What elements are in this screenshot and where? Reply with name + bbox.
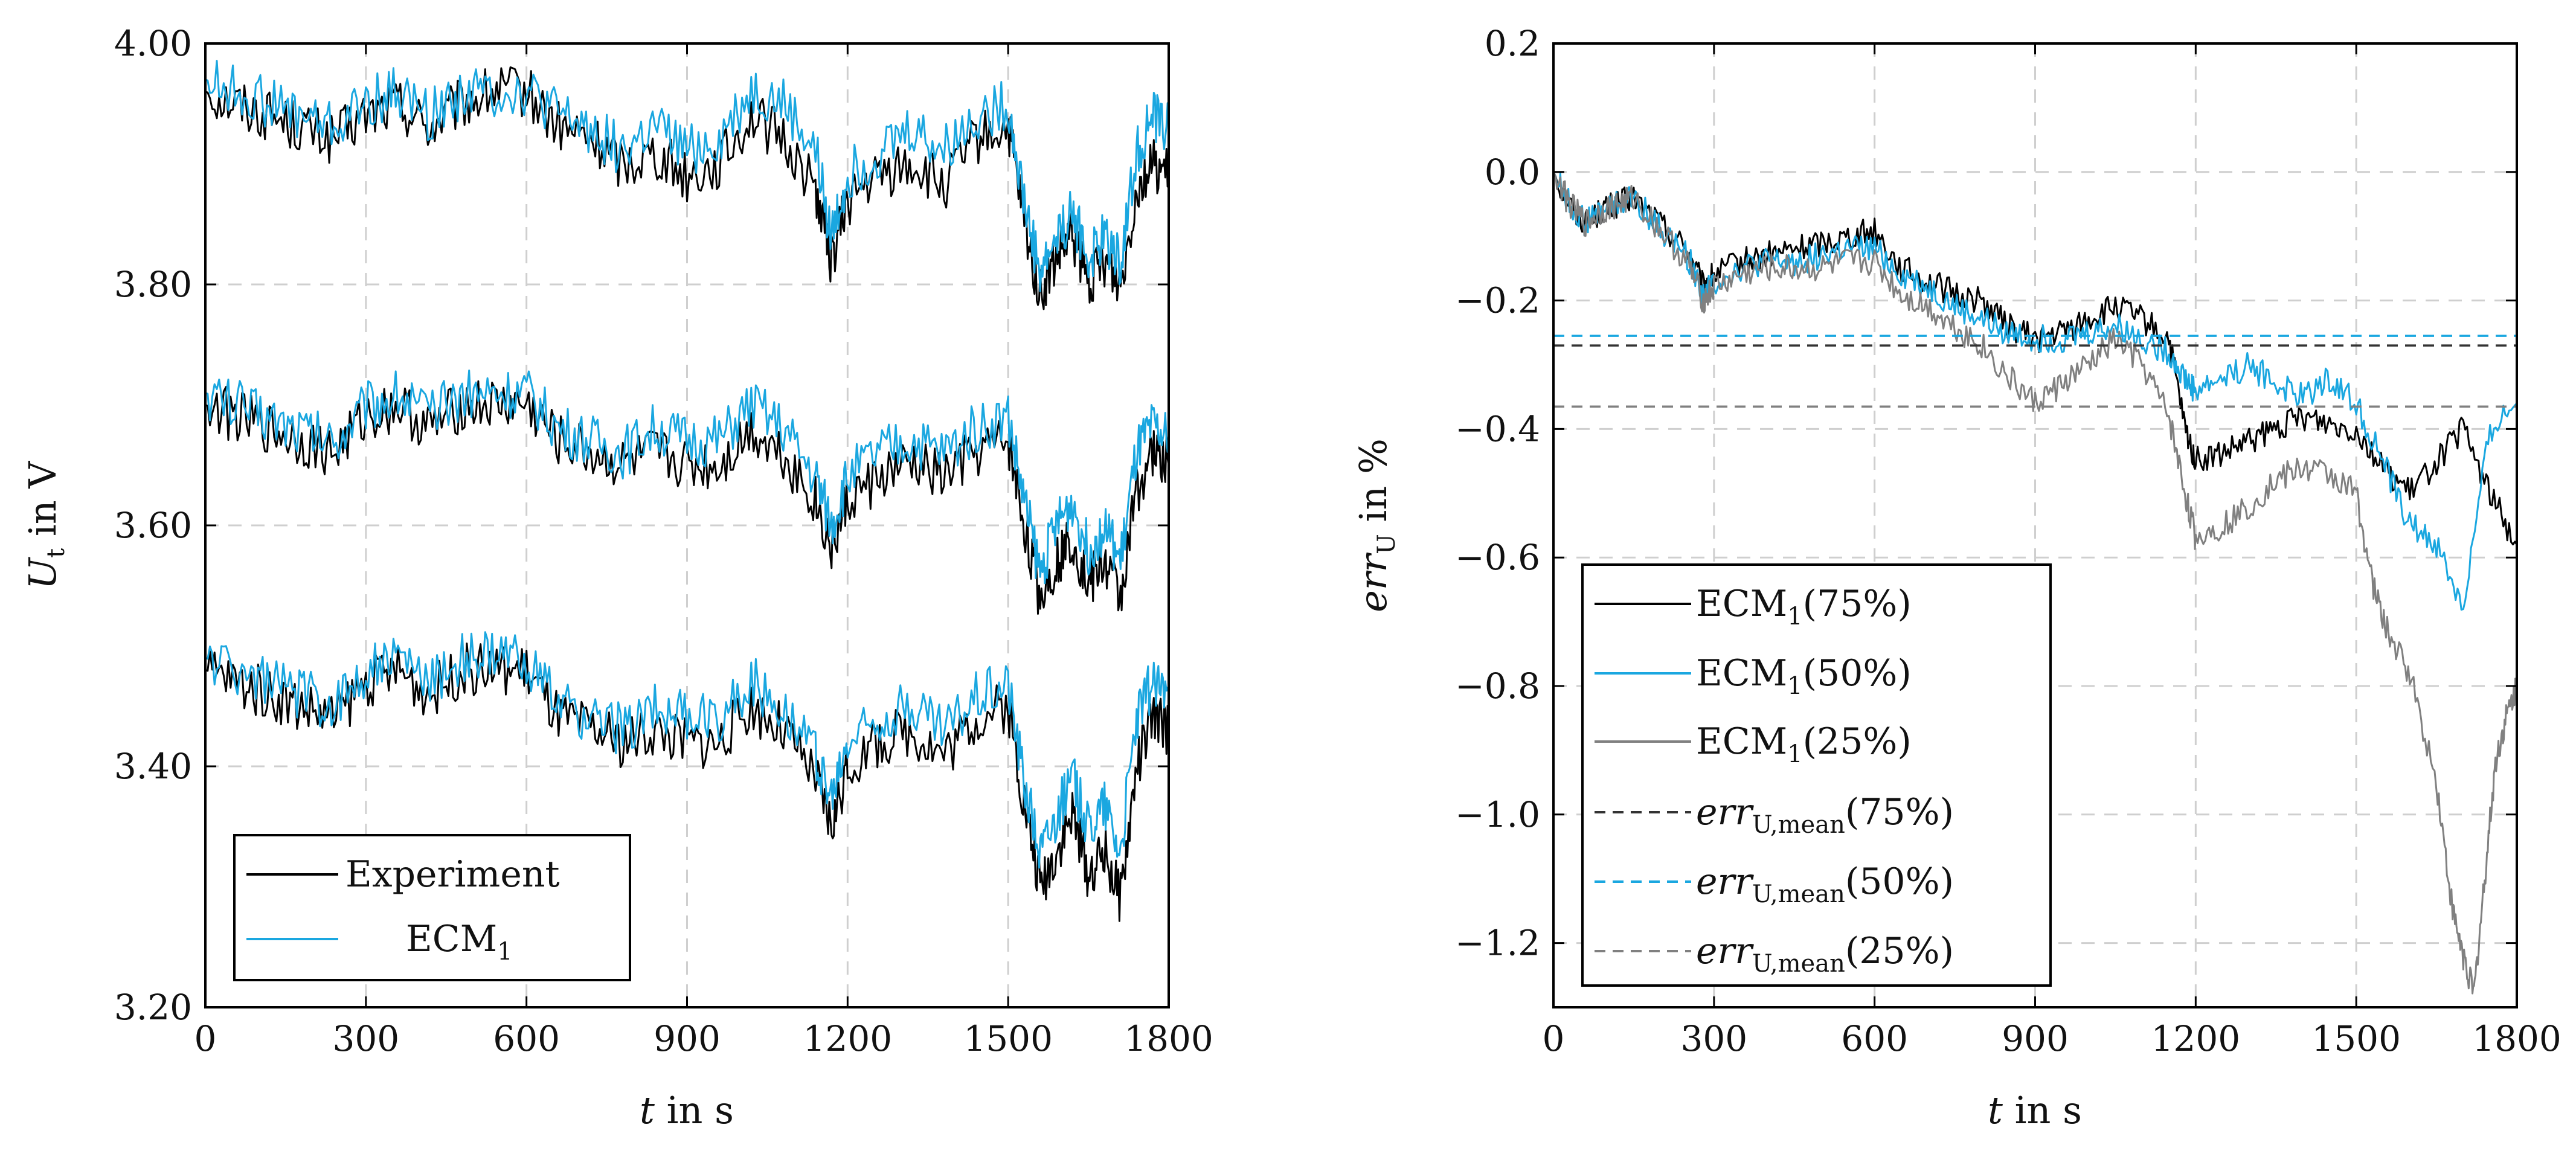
left-series-line	[205, 631, 1170, 869]
left-chart: 0 300 600 900 1200 1500 1800 3.20 3.40 3.60 3.80 4.…	[21, 23, 1213, 1132]
left-y-axis-label: Ut in V	[21, 461, 70, 590]
legend-label-ecm1-75: ECM1(75%)	[1696, 583, 1912, 630]
right-legend: ECM1(75%) ECM1(50%) ECM1(25%) errU,mean(…	[1581, 563, 2052, 987]
right-xtick-label: 1200	[2151, 1018, 2241, 1059]
legend-label-ecm1-25: ECM1(25%)	[1696, 720, 1912, 768]
right-series-line	[1552, 172, 2518, 611]
right-ytick-label: −0.6	[1455, 537, 1540, 578]
left-series-line	[205, 380, 1170, 615]
right-grid	[1553, 43, 2517, 1007]
legend-label-errmean-75: errU,mean(75%)	[1696, 791, 1954, 839]
left-x-axis-label: t in s	[640, 1088, 734, 1132]
right-xtick-label: 0	[1543, 1018, 1565, 1059]
right-xtick-label: 900	[2002, 1018, 2069, 1059]
right-ytick-label: 0.0	[1485, 152, 1540, 193]
right-legend-box	[1581, 563, 2052, 987]
legend-label-errmean-50: errU,mean(50%)	[1696, 861, 1954, 908]
left-legend-box	[233, 834, 631, 981]
right-ticks: 0 300 600 900 1200 1500 1800 0.2 0.0 −0.2 −0.4 −0.6…	[1455, 23, 2562, 1059]
left-ytick-label: 3.60	[114, 505, 192, 546]
legend-label-experiment: Experiment	[345, 853, 560, 896]
left-xtick-label: 1200	[803, 1018, 893, 1059]
left-ytick-label: 3.80	[114, 264, 192, 305]
right-chart: 0 300 600 900 1200 1500 1800 0.2 0.0 −0.2 −0.4 −0.6…	[1351, 23, 2562, 1132]
right-series-line	[1552, 172, 2518, 995]
left-ytick-label: 3.20	[114, 987, 192, 1028]
right-ytick-label: −1.2	[1455, 923, 1540, 964]
legend-label-ecm1-50: ECM1(50%)	[1696, 652, 1912, 700]
left-xtick-label: 1500	[963, 1018, 1053, 1059]
legend-label-ecm1: ECM1	[406, 918, 513, 966]
left-xtick-label: 300	[332, 1018, 399, 1059]
right-xtick-label: 600	[1841, 1018, 1908, 1059]
right-ytick-label: −1.0	[1455, 794, 1540, 835]
left-ytick-label: 4.00	[114, 23, 192, 64]
right-x-axis-label: t in s	[1988, 1088, 2082, 1132]
left-xtick-label: 1800	[1124, 1018, 1213, 1059]
left-series-line	[205, 60, 1170, 292]
right-xtick-label: 300	[1680, 1018, 1747, 1059]
right-ytick-label: −0.8	[1455, 665, 1540, 707]
right-xtick-label: 1800	[2472, 1018, 2562, 1059]
left-series-line	[205, 369, 1170, 585]
left-xtick-label: 0	[194, 1018, 217, 1059]
right-ytick-label: −0.4	[1455, 408, 1540, 449]
left-series	[205, 60, 1170, 922]
left-xtick-label: 600	[493, 1018, 560, 1059]
right-xtick-label: 1500	[2311, 1018, 2401, 1059]
legend-label-errmean-25: errU,mean(25%)	[1696, 930, 1954, 978]
right-ytick-label: −0.2	[1455, 280, 1540, 321]
left-legend: Experiment ECM1	[233, 834, 631, 981]
left-ticks: 0 300 600 900 1200 1500 1800 3.20 3.40 3.60 3.80 4.…	[114, 23, 1213, 1059]
right-y-axis-label: errU in %	[1351, 438, 1401, 612]
right-ytick-label: 0.2	[1485, 23, 1540, 64]
right-series	[1552, 172, 2518, 995]
left-xtick-label: 900	[654, 1018, 721, 1059]
left-ytick-label: 3.40	[114, 746, 192, 787]
